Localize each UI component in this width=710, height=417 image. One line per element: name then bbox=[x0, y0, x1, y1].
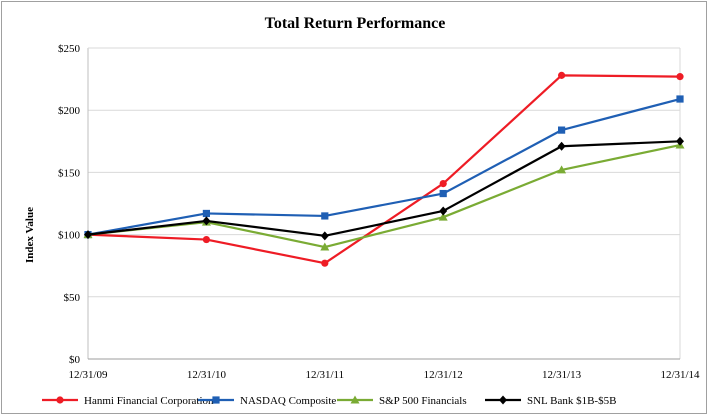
legend-item: SNL Bank $1B-$5B bbox=[485, 395, 616, 407]
y-tick-label: $150 bbox=[58, 167, 81, 179]
axes: $0 $50 $100 $150 $200 $250 12/31/09 12/31/10 12/… bbox=[58, 43, 700, 381]
x-tick-label: 12/31/10 bbox=[187, 369, 227, 381]
data-point bbox=[438, 212, 448, 221]
data-point bbox=[202, 216, 211, 226]
y-tick-label: $0 bbox=[69, 354, 81, 366]
data-point bbox=[676, 95, 684, 103]
data-point bbox=[320, 231, 329, 241]
data-point bbox=[320, 242, 330, 251]
data-point bbox=[439, 179, 447, 188]
x-tick-label: 12/31/13 bbox=[542, 369, 582, 381]
legend-item: S&P 500 Financials bbox=[337, 395, 467, 407]
legend-item: Hanmi Financial Corporation bbox=[42, 395, 214, 407]
series-line bbox=[87, 97, 681, 236]
data-point bbox=[212, 396, 220, 404]
legend-label: S&P 500 Financials bbox=[379, 395, 467, 407]
series-line bbox=[87, 140, 681, 237]
y-tick-label: $100 bbox=[58, 230, 81, 242]
series-group bbox=[84, 71, 684, 267]
series-line bbox=[87, 143, 681, 249]
data-point bbox=[499, 395, 507, 405]
legend-label: SNL Bank $1B-$5B bbox=[527, 395, 616, 407]
legend-item: NASDAQ Composite bbox=[198, 395, 336, 407]
data-point bbox=[202, 235, 210, 244]
legend-label: NASDAQ Composite bbox=[240, 395, 336, 407]
series-group bbox=[84, 95, 684, 239]
data-point bbox=[676, 73, 684, 81]
data-point bbox=[557, 165, 567, 174]
data-point bbox=[439, 189, 447, 198]
series-group bbox=[84, 136, 684, 241]
data-point bbox=[202, 209, 210, 218]
x-tick-label: 12/31/14 bbox=[660, 369, 700, 381]
chart-title: Total Return Performance bbox=[265, 15, 446, 32]
legend-label: Hanmi Financial Corporation bbox=[84, 395, 214, 407]
gridlines bbox=[88, 47, 680, 298]
data-point bbox=[321, 259, 329, 267]
series-group bbox=[83, 140, 685, 251]
data-point bbox=[557, 141, 566, 151]
data-point bbox=[676, 136, 684, 146]
x-tick-label: 12/31/11 bbox=[305, 369, 344, 381]
data-point bbox=[84, 230, 92, 240]
y-tick-label: $50 bbox=[64, 292, 81, 304]
y-axis-label: Index Value bbox=[24, 207, 36, 263]
data-point bbox=[558, 71, 566, 79]
data-point bbox=[56, 396, 64, 404]
x-tick-label: 12/31/09 bbox=[68, 369, 108, 381]
data-point bbox=[350, 395, 360, 404]
y-tick-label: $200 bbox=[58, 105, 81, 117]
x-tick-label: 12/31/12 bbox=[424, 369, 463, 381]
data-point bbox=[439, 206, 448, 216]
series bbox=[83, 71, 685, 267]
data-point bbox=[558, 126, 566, 134]
legend: Hanmi Financial Corporation NASDAQ Compos… bbox=[42, 395, 616, 407]
data-point bbox=[321, 212, 329, 220]
y-tick-label: $250 bbox=[58, 43, 81, 55]
